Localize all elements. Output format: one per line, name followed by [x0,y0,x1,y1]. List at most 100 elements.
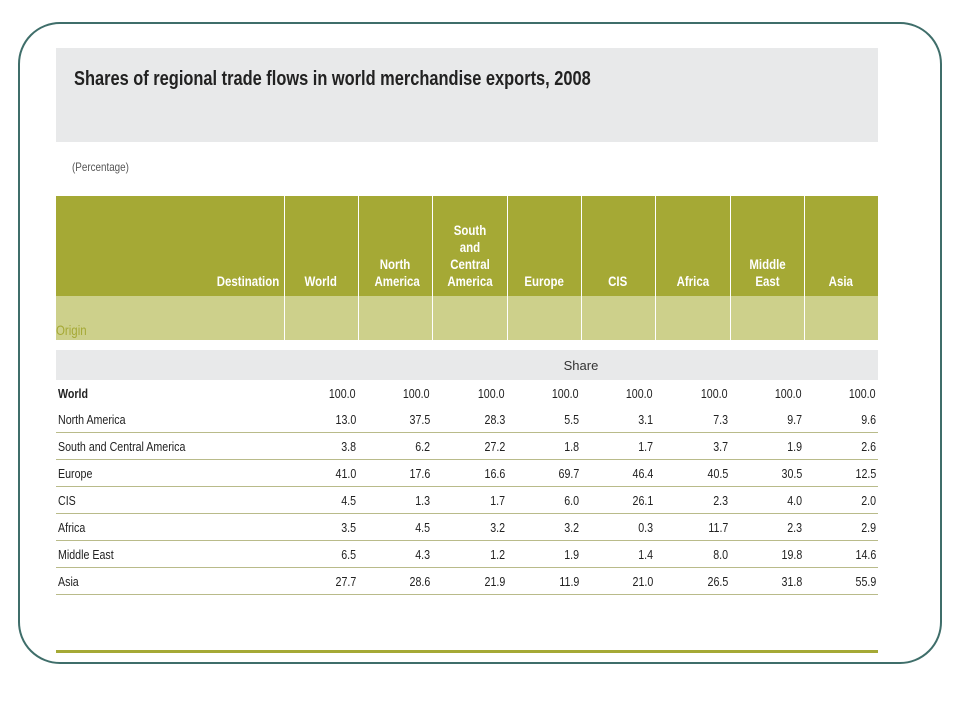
table-cell: 5.5 [507,406,581,433]
table-cell: 4.5 [358,513,432,541]
table-cell: 28.6 [358,567,432,595]
title-bar: Shares of regional trade flows in world … [56,48,878,142]
share-label: Share [284,350,878,380]
col-header-europe: Europe [507,196,582,296]
table-row: World 100.0 100.0 100.0 100.0 100.0 100.0 100.0… [56,380,878,406]
row-origin-label: Africa [56,513,284,541]
table-cell: 28.3 [432,406,507,433]
row-origin-label: North America [56,406,284,433]
table-cell: 27.2 [432,432,507,460]
table-cell: 14.6 [804,540,878,568]
table-cell: 16.6 [432,459,507,487]
table-cell: 8.0 [655,540,730,568]
table-cell: 46.4 [581,459,655,487]
table-cell: 1.7 [432,486,507,514]
table-cell: 4.5 [284,486,358,514]
table-cell: 2.0 [804,486,878,514]
table-cell: 6.0 [507,486,581,514]
table-cell: 2.9 [804,513,878,541]
table-cell: 27.7 [284,567,358,595]
table-cell: 21.9 [432,567,507,595]
table-cell: 37.5 [358,406,432,433]
table-cell: 0.3 [581,513,655,541]
units-note: (Percentage) [72,160,129,174]
table-cell: 19.8 [730,540,804,568]
trade-share-table: Destination World North America South an… [56,196,879,595]
table-cell: 11.9 [507,567,581,595]
table-cell: 1.7 [581,432,655,460]
row-origin-label: Asia [56,567,284,595]
page-title: Shares of regional trade flows in world … [74,68,591,90]
table-cell: 1.8 [507,432,581,460]
trade-table-document: Shares of regional trade flows in world … [56,48,879,595]
table-row: Europe 41.0 17.6 16.6 69.7 46.4 40.5 30.5 12.5 [56,459,878,487]
table-cell: 7.3 [655,406,730,433]
col-header-world: World [284,196,359,296]
table-cell: 13.0 [284,406,358,433]
table-cell: 2.3 [730,513,804,541]
table-cell: 100.0 [403,385,430,401]
table-cell: 11.7 [655,513,730,541]
table-cell: 9.7 [730,406,804,433]
destination-header: Destination [56,196,285,296]
table-cell: 3.8 [284,432,358,460]
col-header-middle-east: Middle East [730,196,805,296]
table-cell: 100.0 [478,385,505,401]
table-cell: 2.6 [804,432,878,460]
row-origin-label: World [58,385,89,401]
table-row: CIS 4.5 1.3 1.7 6.0 26.1 2.3 4.0 2.0 [56,486,878,514]
column-header-row: Destination World North America South an… [56,196,879,296]
col-header-asia: Asia [804,196,879,296]
table-cell: 6.5 [284,540,358,568]
table-cell: 2.3 [655,486,730,514]
origin-header: Origin [56,296,285,340]
table-row: Middle East 6.5 4.3 1.2 1.9 1.4 8.0 19.8 14.6 [56,540,878,568]
table-row: Africa 3.5 4.5 3.2 3.2 0.3 11.7 2.3 2.9 [56,513,878,541]
table-cell: 3.2 [507,513,581,541]
table-cell: 100.0 [552,385,579,401]
table-cell: 100.0 [849,385,876,401]
table-cell: 3.5 [284,513,358,541]
table-cell: 100.0 [775,385,802,401]
table-cell: 55.9 [804,567,878,595]
table-cell: 1.2 [432,540,507,568]
table-cell: 4.3 [358,540,432,568]
row-origin-label: CIS [56,486,284,514]
table-cell: 26.1 [581,486,655,514]
table-cell: 9.6 [804,406,878,433]
table-cell: 30.5 [730,459,804,487]
table-row: Asia 27.7 28.6 21.9 11.9 21.0 26.5 31.8 55.9 [56,567,878,595]
table-cell: 26.5 [655,567,730,595]
share-row: Share [56,350,878,380]
table-cell: 17.6 [358,459,432,487]
col-header-africa: Africa [655,196,731,296]
col-header-north-america: North America [358,196,433,296]
row-origin-label: South and Central America [56,432,284,460]
col-header-south-central-america: South and Central America [432,196,508,296]
table-cell: 4.0 [730,486,804,514]
table-cell: 1.4 [581,540,655,568]
table-cell: 12.5 [804,459,878,487]
table-cell: 6.2 [358,432,432,460]
table-cell: 1.9 [730,432,804,460]
table-row: North America 13.0 37.5 28.3 5.5 3.1 7.3 9.7 9.6 [56,406,878,433]
table-cell: 3.7 [655,432,730,460]
table-cell: 1.3 [358,486,432,514]
table-cell: 100.0 [626,385,653,401]
table-cell: 1.9 [507,540,581,568]
table-cell: 100.0 [701,385,728,401]
table-cell: 41.0 [284,459,358,487]
table-cell: 100.0 [329,385,356,401]
col-header-cis: CIS [581,196,656,296]
table-cell: 3.2 [432,513,507,541]
table-cell: 69.7 [507,459,581,487]
table-cell: 31.8 [730,567,804,595]
bottom-rule [56,650,878,653]
origin-band: Origin [56,296,879,340]
table-cell: 40.5 [655,459,730,487]
table-cell: 3.1 [581,406,655,433]
row-origin-label: Middle East [56,540,284,568]
table-row: South and Central America 3.8 6.2 27.2 1.8 1.… [56,432,878,460]
row-origin-label: Europe [56,459,284,487]
table-cell: 21.0 [581,567,655,595]
